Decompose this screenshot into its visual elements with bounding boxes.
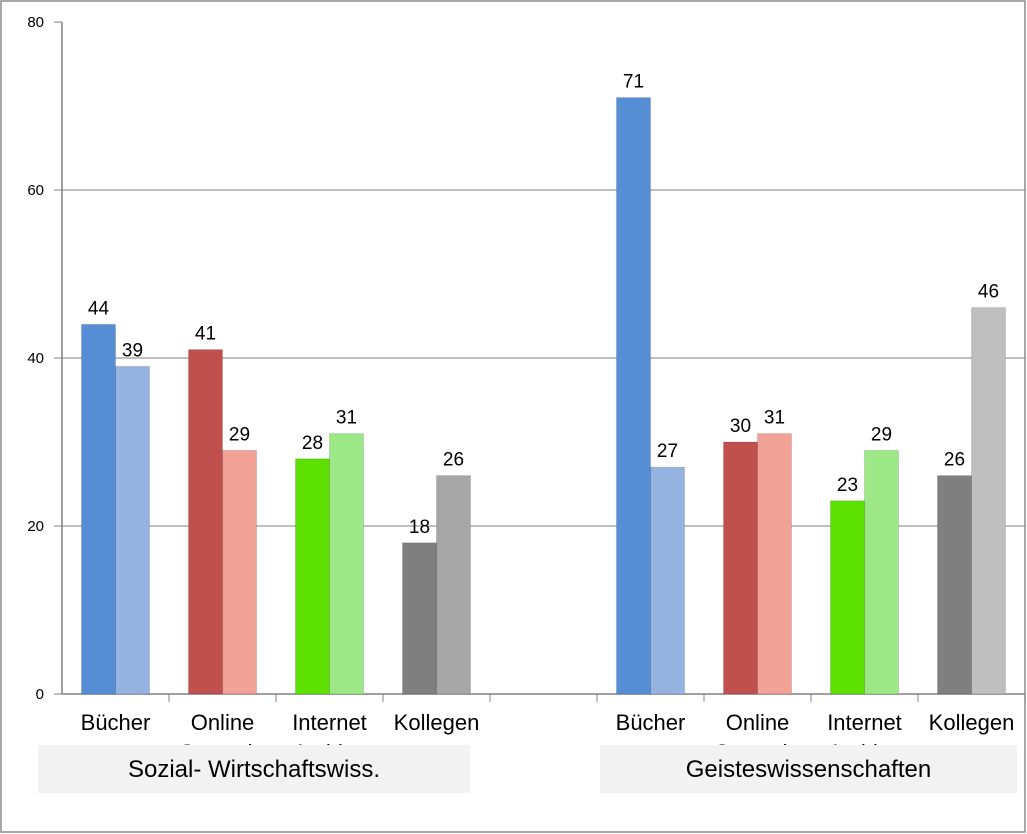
y-tick-label-80: 80	[27, 14, 44, 31]
data-label-g1-c0-s1: 27	[657, 441, 678, 462]
data-label-g1-c2-s0: 23	[837, 475, 858, 496]
category-label-g0-c1-l0: Online	[191, 710, 255, 735]
y-tick-label-60: 60	[27, 182, 44, 199]
data-label-g1-c1-s0: 30	[730, 416, 751, 437]
data-label-g1-c1-s1: 31	[764, 408, 785, 429]
bar-g0-c0-s1	[115, 365, 150, 695]
group-label-0: Sozial- Wirtschaftswiss.	[128, 756, 380, 783]
group-label-box-0	[38, 745, 470, 793]
data-label-g0-c2-s1: 31	[336, 408, 357, 429]
category-label-g0-c0-l0: Bücher	[81, 710, 151, 735]
data-label-g0-c1-s1: 29	[229, 424, 250, 445]
data-label-g0-c1-s0: 41	[195, 324, 216, 345]
bar-g0-c1-s0	[188, 349, 223, 695]
bar-g1-c0-s1	[650, 466, 685, 695]
category-label-g1-c3-l0: Kollegen	[929, 710, 1015, 735]
bar-g1-c3-s0	[937, 475, 972, 695]
bar-g0-c1-s1	[222, 449, 257, 695]
data-label-g1-c3-s0: 26	[944, 450, 965, 471]
data-label-g0-c2-s0: 28	[302, 433, 323, 454]
category-label-g0-c3-l0: Kollegen	[394, 710, 480, 735]
bar-g0-c3-s0	[402, 542, 437, 695]
bar-g1-c2-s0	[830, 500, 865, 695]
group-label-1: Geisteswissenschaften	[686, 756, 931, 783]
y-tick-label-20: 20	[27, 518, 44, 535]
data-label-g1-c0-s0: 71	[623, 72, 644, 93]
bar-g1-c1-s1	[757, 433, 792, 695]
data-label-g1-c3-s1: 46	[978, 282, 999, 303]
group-label-box-1	[600, 745, 1017, 793]
category-label-g1-c0-l0: Bücher	[616, 710, 686, 735]
labels: 0204060804439Bücher4129OnlineJournale283…	[27, 14, 1017, 793]
category-label-g1-c2-l0: Internet	[827, 710, 902, 735]
data-label-g1-c2-s1: 29	[871, 424, 892, 445]
category-label-g0-c2-l0: Internet	[292, 710, 367, 735]
data-label-g0-c0-s0: 44	[88, 298, 110, 319]
bar-g0-c2-s0	[295, 458, 330, 695]
data-label-g0-c0-s1: 39	[122, 340, 143, 361]
bar-g0-c3-s1	[436, 475, 471, 695]
category-label-g1-c1-l0: Online	[726, 710, 790, 735]
data-label-g0-c3-s1: 26	[443, 450, 464, 471]
bar-g0-c2-s1	[329, 433, 364, 695]
y-tick-label-0: 0	[36, 686, 44, 703]
bar-g1-c2-s1	[864, 449, 899, 695]
data-label-g0-c3-s0: 18	[409, 517, 430, 538]
bar-g1-c0-s0	[616, 97, 651, 695]
bar-g0-c0-s0	[81, 323, 116, 695]
bar-g1-c1-s0	[723, 441, 758, 695]
bar-g1-c3-s1	[971, 307, 1006, 695]
y-tick-label-40: 40	[27, 350, 44, 367]
bars	[81, 97, 1006, 695]
